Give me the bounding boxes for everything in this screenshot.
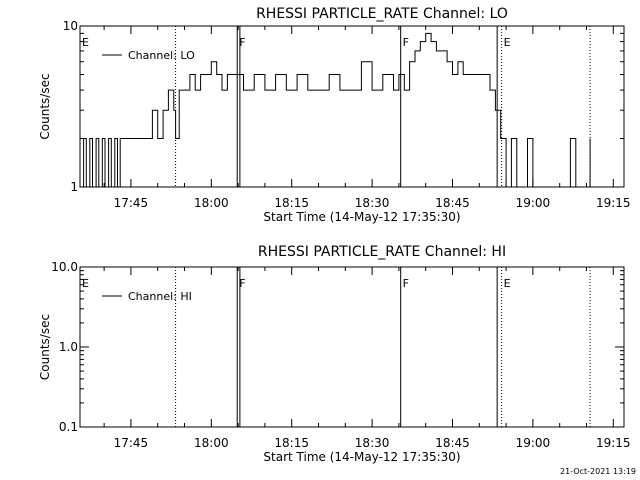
x-tick-label: 18:00 bbox=[194, 196, 229, 210]
x-tick-label: 19:15 bbox=[596, 196, 631, 210]
event-marker-label: E bbox=[82, 36, 89, 49]
y-tick-label: 10 bbox=[63, 19, 78, 33]
chart-panel-2: RHESSI PARTICLE_RATE Channel: HI 17:45 18:… bbox=[38, 244, 631, 464]
chart-title: RHESSI PARTICLE_RATE Channel: LO bbox=[256, 6, 508, 22]
chart-panel-1: RHESSI PARTICLE_RATE Channel: LO 17:45 18:… bbox=[38, 6, 631, 224]
y-axis-label: Counts/sec bbox=[38, 73, 52, 139]
legend-entry: Channel: HI bbox=[128, 290, 192, 303]
y-tick-label: 0.1 bbox=[59, 420, 78, 434]
event-marker-label: F bbox=[403, 36, 409, 49]
x-tick-label: 18:00 bbox=[194, 436, 229, 450]
x-tick-label: 18:45 bbox=[435, 436, 470, 450]
x-axis: 17:45 18:00 18:15 18:30 18:45 19:00 19:15 Start… bbox=[103, 26, 631, 224]
x-tick-label: 18:30 bbox=[355, 196, 390, 210]
x-tick-label: 18:45 bbox=[435, 196, 470, 210]
y-tick-label: 10.0 bbox=[51, 260, 78, 274]
event-marker-label: E bbox=[82, 277, 89, 290]
legend: Channel: HI bbox=[102, 290, 192, 303]
event-marker-label: F bbox=[403, 277, 409, 290]
timestamp-label: 21-Oct-2021 13:19 bbox=[560, 467, 636, 476]
x-tick-label: 17:45 bbox=[114, 196, 149, 210]
event-marker-label: E bbox=[504, 277, 511, 290]
x-tick-label: 19:00 bbox=[516, 196, 551, 210]
x-axis: 17:45 18:00 18:15 18:30 18:45 19:00 19:15 Start… bbox=[103, 267, 631, 464]
chart-title: RHESSI PARTICLE_RATE Channel: HI bbox=[258, 244, 506, 260]
x-tick-label: 19:15 bbox=[596, 436, 631, 450]
event-marker-label: F bbox=[239, 277, 245, 290]
x-axis-label: Start Time (14-May-12 17:35:30) bbox=[263, 210, 460, 224]
y-tick-label: 1.0 bbox=[59, 340, 78, 354]
x-tick-label: 19:00 bbox=[516, 436, 551, 450]
x-tick-label: 18:15 bbox=[274, 196, 309, 210]
y-tick-label: 1 bbox=[70, 180, 78, 194]
event-marker-label: F bbox=[239, 36, 245, 49]
event-marker-label: E bbox=[504, 36, 511, 49]
y-axis: 0.1 1.0 10.0 Counts/sec bbox=[38, 260, 624, 434]
series-line bbox=[80, 32, 591, 188]
y-axis-label: Counts/sec bbox=[38, 314, 52, 380]
x-tick-label: 18:15 bbox=[274, 436, 309, 450]
x-tick-label: 17:45 bbox=[114, 436, 149, 450]
x-axis-label: Start Time (14-May-12 17:35:30) bbox=[263, 450, 460, 464]
y-axis: 1 10 Counts/sec bbox=[38, 19, 624, 194]
legend: Channel: LO bbox=[102, 49, 195, 62]
legend-entry: Channel: LO bbox=[128, 49, 195, 62]
x-tick-label: 18:30 bbox=[355, 436, 390, 450]
